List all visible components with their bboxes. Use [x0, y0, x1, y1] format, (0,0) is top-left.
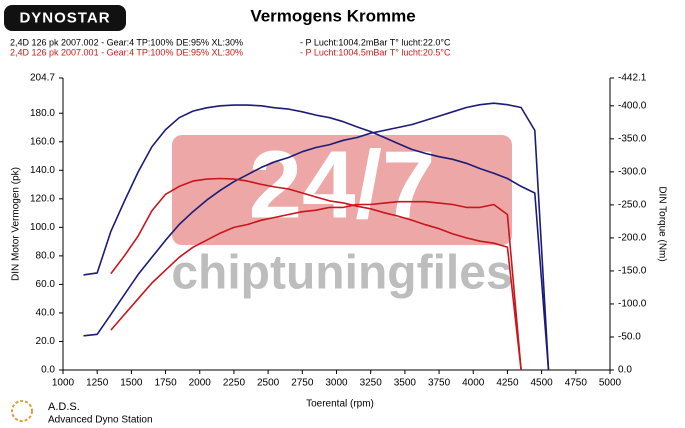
watermark-text: 24/7	[249, 131, 436, 238]
x-tick-label: 1750	[154, 378, 177, 389]
y-tick-label: 120.0	[30, 193, 55, 204]
footer-logo	[11, 400, 33, 422]
x-tick-label: 3000	[325, 378, 348, 389]
y-tick-label: 140.0	[30, 165, 55, 176]
series-line	[83, 104, 550, 371]
y-tick-label: 0.0	[41, 365, 55, 376]
logo-box	[4, 5, 126, 31]
footer-text: A.D.S.	[48, 401, 80, 413]
x-tick-label: 2750	[291, 378, 314, 389]
y2-tick-label: -400.0	[618, 100, 647, 111]
series-line	[110, 200, 522, 371]
x-tick-label: 5000	[599, 378, 622, 389]
legend-label: 2,4D 126 pk 2007.001 - Gear:4 TP:100% DE…	[10, 47, 243, 57]
x-axis-label: Toerental (rpm)	[306, 399, 374, 410]
y-axis-label: DIN Motor Vermogen (pk)	[11, 167, 22, 281]
series-line	[110, 177, 522, 371]
logo: DYNOSTAR	[19, 9, 110, 26]
x-tick-label: 2000	[189, 378, 212, 389]
y2-tick-label: -100.0	[618, 299, 647, 310]
x-tick-label: 2250	[223, 378, 246, 389]
y-tick-label: 180.0	[30, 108, 55, 119]
y-tick-label: 80.0	[36, 251, 56, 262]
x-tick-label: 4500	[531, 378, 554, 389]
legend-info: - P Lucht:1004.5mBar T° lucht:20.5°C	[300, 47, 451, 57]
y-tick-label: 204.7	[30, 73, 55, 84]
x-tick-label: 1500	[120, 378, 143, 389]
y-tick-label: 20.0	[36, 336, 56, 347]
legend-label: 2,4D 126 pk 2007.002 - Gear:4 TP:100% DE…	[10, 37, 243, 47]
legend-info: - P Lucht:1004.2mBar T° lucht:22.0°C	[300, 37, 451, 47]
x-tick-label: 2500	[257, 378, 280, 389]
x-tick-label: 3750	[428, 378, 451, 389]
watermark: 24/7 chiptuningfiles	[171, 131, 512, 299]
x-tick-label: 1000	[52, 378, 75, 389]
y-tick-label: 60.0	[36, 279, 56, 290]
y2-tick-label: -50.0	[618, 332, 641, 343]
y2-tick-label: -200.0	[618, 233, 647, 244]
x-tick-label: 4750	[565, 378, 588, 389]
y2-tick-label: -250.0	[618, 200, 647, 211]
series-line	[83, 102, 550, 371]
y2-tick-label: -350.0	[618, 133, 647, 144]
y2-axis-label: DIN Torque (Nm)	[656, 186, 667, 261]
x-tick-label: 3500	[394, 378, 417, 389]
watermark-text: chiptuningfiles	[171, 247, 512, 300]
x-tick-label: 1250	[86, 378, 109, 389]
y2-tick-label: -300.0	[618, 166, 647, 177]
y2-tick-label: -150.0	[618, 266, 647, 277]
y2-tick-label: 0.0	[618, 365, 632, 376]
y2-tick-label: -442.1	[618, 73, 647, 84]
x-tick-label: 4250	[496, 378, 519, 389]
footer-text: Advanced Dyno Station	[48, 415, 153, 426]
x-tick-label: 3250	[360, 378, 383, 389]
y-tick-label: 160.0	[30, 136, 55, 147]
x-tick-label: 4000	[462, 378, 485, 389]
chart-title: Vermogens Kromme	[250, 6, 415, 25]
watermark-box	[172, 135, 512, 245]
y-tick-label: 100.0	[30, 222, 55, 233]
y-tick-label: 40.0	[36, 308, 56, 319]
